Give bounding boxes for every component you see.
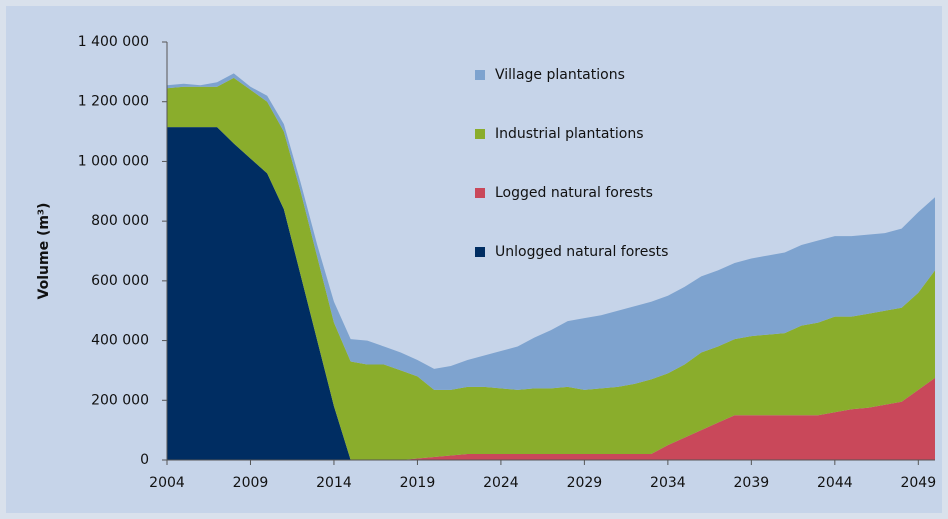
x-tick-label: 2029 <box>567 475 603 491</box>
x-tick-label: 2019 <box>400 475 436 491</box>
x-tick-label: 2004 <box>149 475 185 491</box>
area <box>167 127 935 460</box>
legend-swatch <box>475 188 485 198</box>
x-tick-label: 2049 <box>900 475 936 491</box>
y-tick-label: 800 000 <box>91 213 149 229</box>
legend-swatch <box>475 247 485 257</box>
x-tick-label: 2024 <box>483 475 519 491</box>
area <box>167 127 935 460</box>
legend-label: Industrial plantations <box>495 126 644 142</box>
y-tick-label: 200 000 <box>91 392 149 408</box>
x-tick-label: 2009 <box>233 475 269 491</box>
y-tick-label: 400 000 <box>91 333 149 349</box>
y-tick-label: 1 400 000 <box>78 34 149 50</box>
legend-label: Village plantations <box>495 67 625 83</box>
x-tick-label: 2044 <box>817 475 853 491</box>
area <box>167 73 935 390</box>
area <box>167 77 935 460</box>
x-tick-label: 2039 <box>734 475 770 491</box>
y-tick-label: 1 000 000 <box>78 153 149 169</box>
x-tick-label: 2034 <box>650 475 686 491</box>
y-axis-title: Volume (m³) <box>36 203 52 300</box>
legend-label: Unlogged natural forests <box>495 244 668 260</box>
y-tick-label: 600 000 <box>91 273 149 289</box>
legend-swatch <box>475 70 485 80</box>
x-tick-label: 2014 <box>316 475 352 491</box>
y-tick-label: 1 200 000 <box>78 94 149 110</box>
legend-swatch <box>475 129 485 139</box>
y-tick-label: 0 <box>140 452 149 468</box>
legend-label: Logged natural forests <box>495 185 653 201</box>
